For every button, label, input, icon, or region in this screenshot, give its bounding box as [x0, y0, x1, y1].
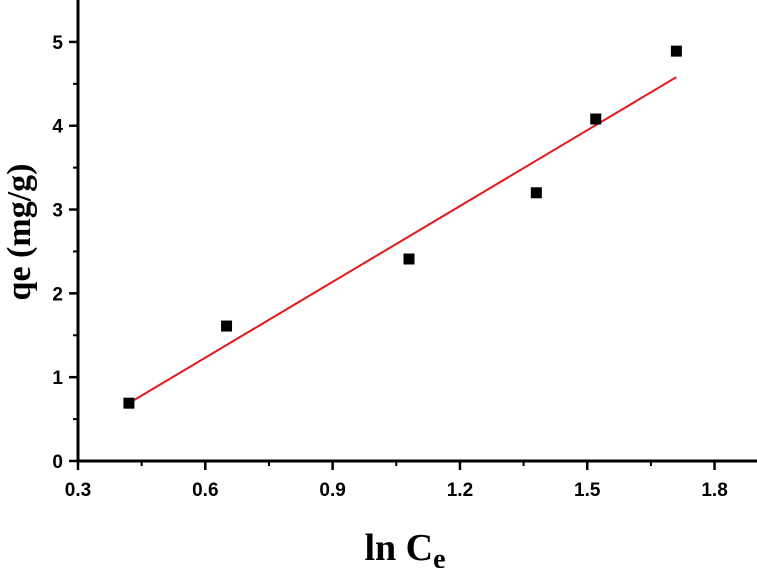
x-tick-label: 0.3: [65, 480, 91, 501]
x-tick-label: 1.8: [701, 480, 727, 501]
y-tick-label: 2: [52, 284, 63, 305]
x-tick-label: 1.2: [447, 480, 473, 501]
ticks: 0.3 0.6 0.9 1.2 1.5 1.8 0 1 2 3 4 5: [52, 33, 727, 501]
x-axis-title-subscript: e: [433, 544, 445, 568]
x-axis-title-main: ln C: [364, 527, 433, 568]
fit-line: [128, 76, 677, 405]
data-point: [670, 45, 682, 57]
y-tick-label: 4: [52, 117, 63, 138]
y-tick-label: 5: [52, 33, 63, 54]
y-tick-label: 1: [52, 368, 63, 389]
data-point: [123, 397, 135, 409]
y-tick-label: 3: [52, 201, 63, 222]
x-tick-label: 0.6: [192, 480, 218, 501]
data-points: [123, 45, 682, 409]
axes: [76, 0, 757, 463]
y-axis-title: qe (mg/g): [1, 164, 38, 301]
fit-line-group: [128, 76, 677, 405]
y-tick-label: 0: [52, 452, 63, 473]
x-axis-title: ln Ce: [364, 527, 445, 568]
x-tick-label: 0.9: [319, 480, 345, 501]
data-point: [403, 253, 415, 265]
data-point: [530, 187, 542, 199]
data-point: [590, 113, 602, 125]
data-point: [221, 320, 233, 332]
x-tick-label: 1.5: [574, 480, 601, 501]
